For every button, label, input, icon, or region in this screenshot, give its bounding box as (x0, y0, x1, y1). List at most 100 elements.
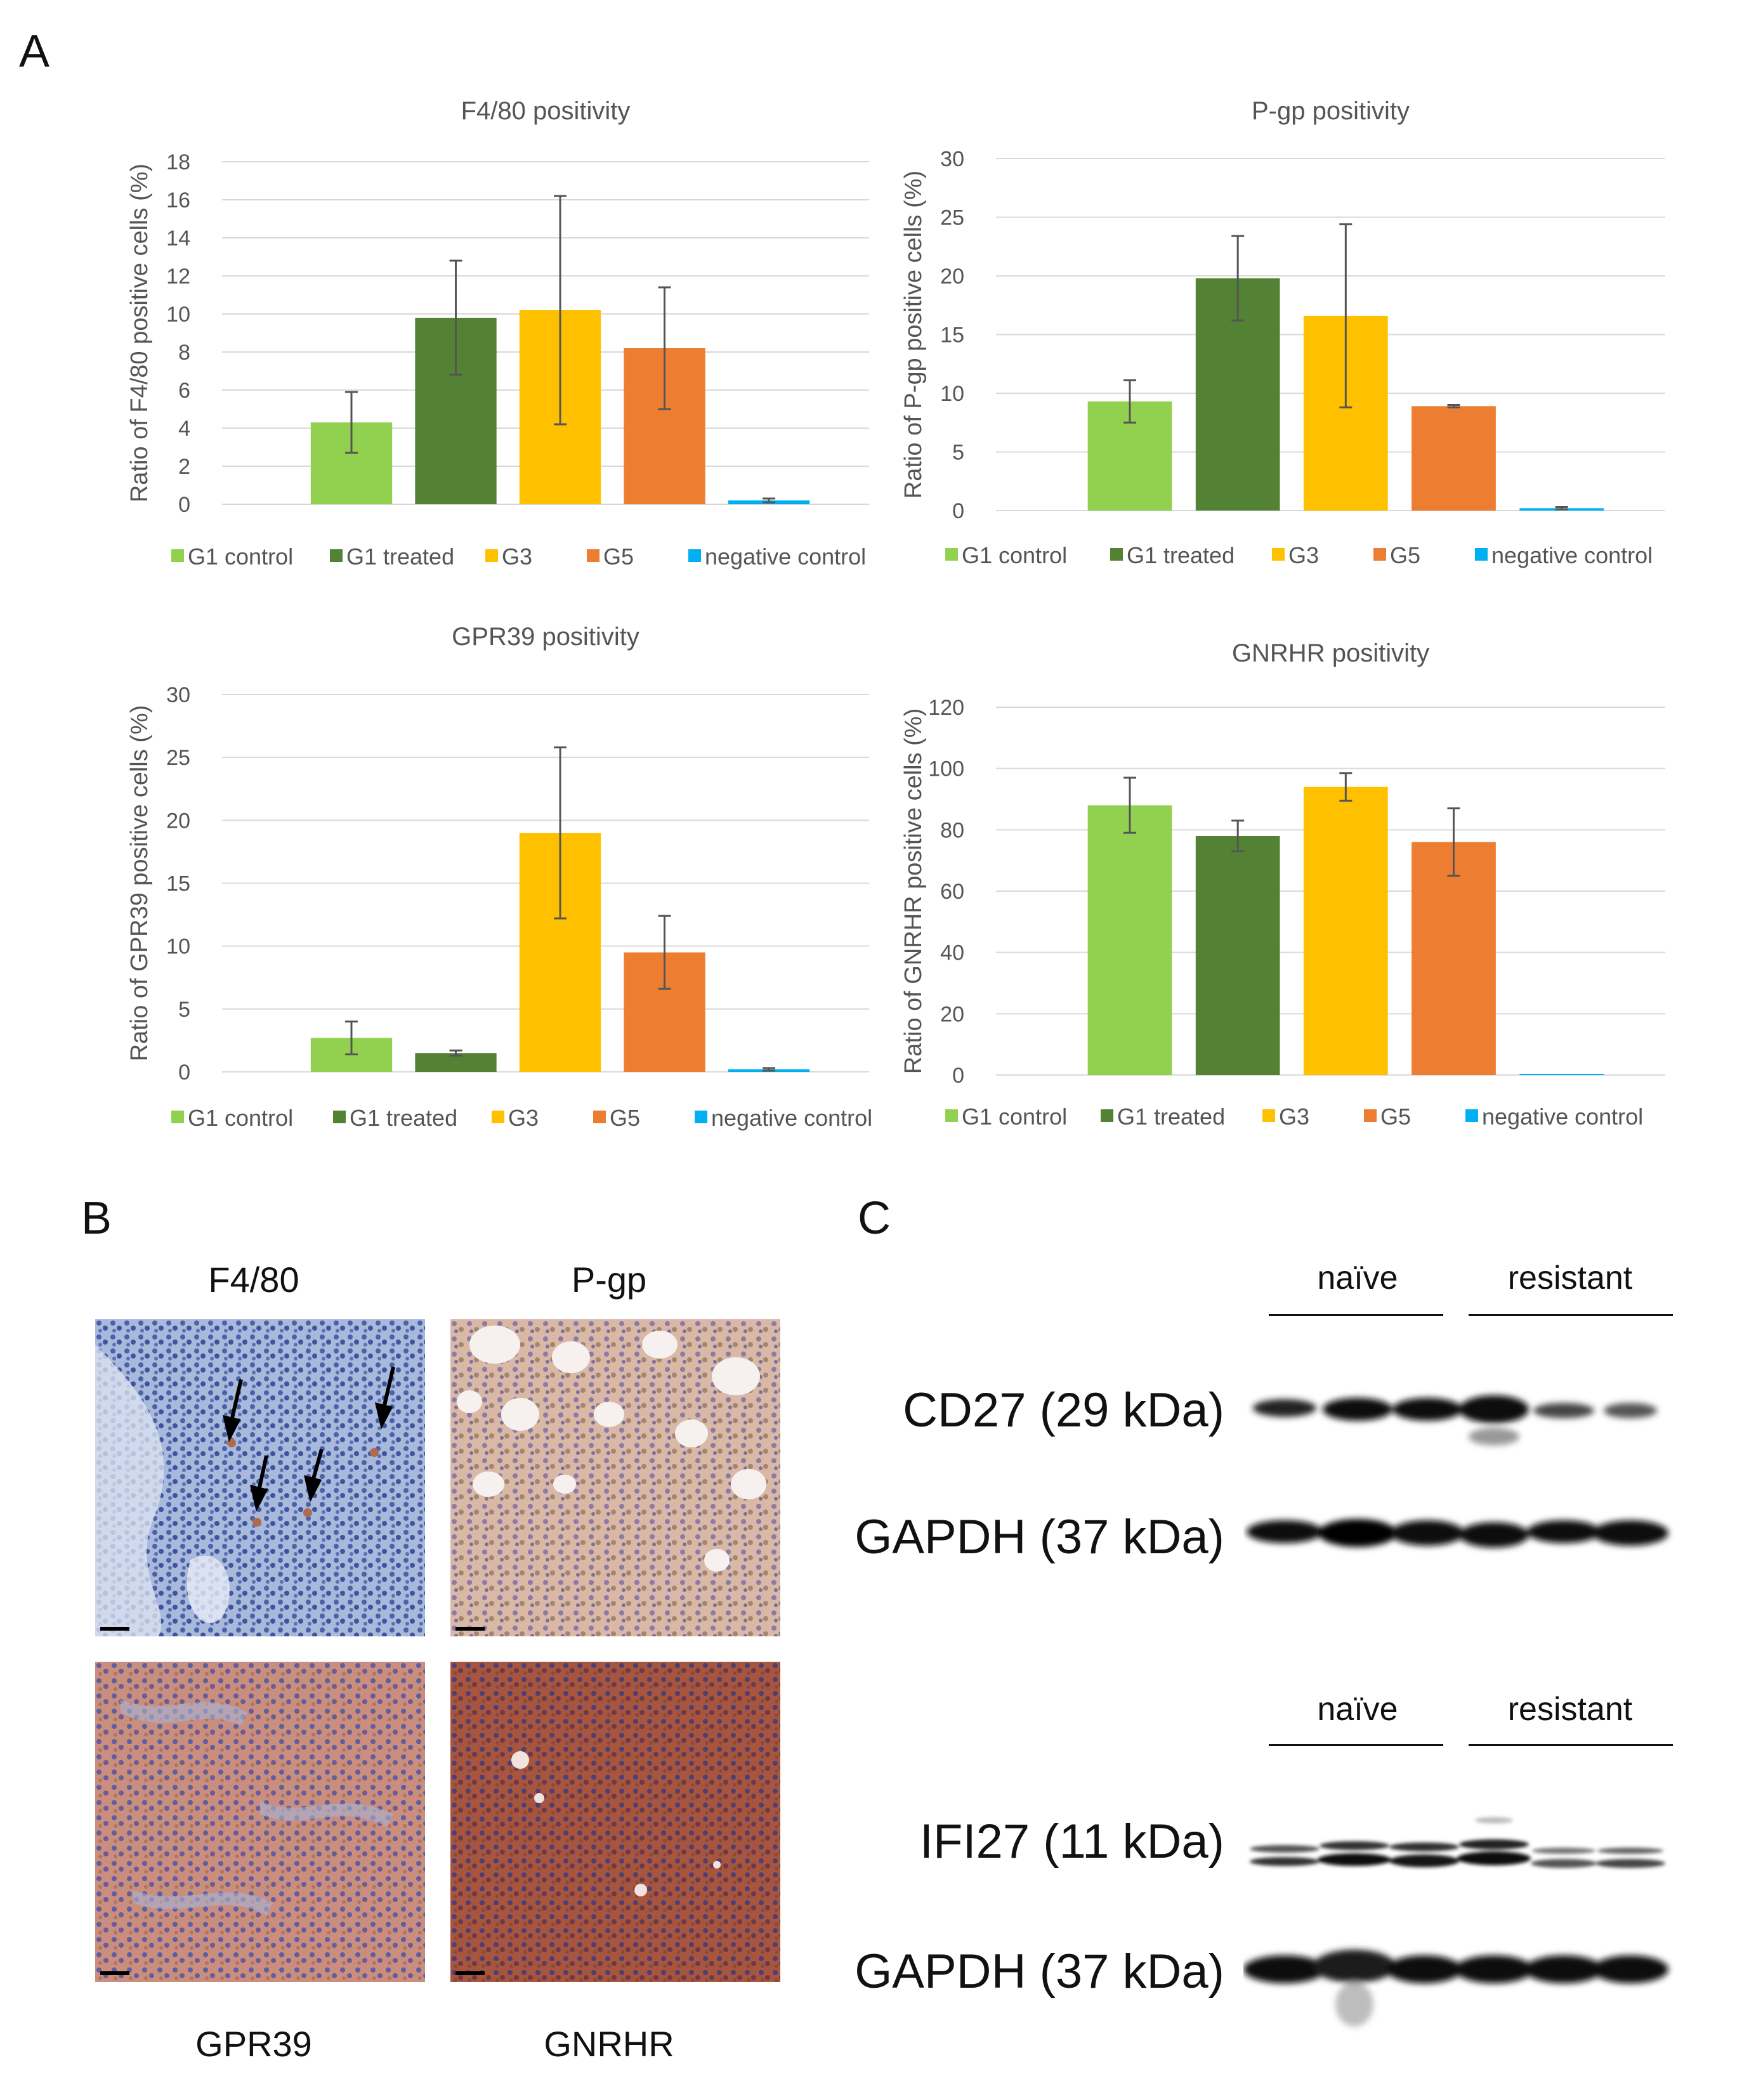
legend-label: negative control (1491, 542, 1653, 568)
bar-g3 (1303, 786, 1388, 1075)
y-axis-label: Ratio of GPR39 positive cells (%) (126, 705, 153, 1062)
panel-label-a: A (19, 26, 50, 77)
legend-swatch (688, 549, 701, 562)
bar-g1-treated (1195, 836, 1280, 1075)
legend-swatch (1373, 548, 1386, 561)
legend-swatch (171, 549, 184, 562)
gnrhr-bar-chart: GNRHR positivity Ratio of GNRHR positive … (900, 639, 1665, 1130)
y-tick-label: 30 (166, 683, 190, 707)
micrograph-label-pgp: P-gp (571, 1260, 647, 1300)
blot-ifi27 (1250, 1817, 1665, 1868)
group-label-resistant-2: resistant (1507, 1691, 1633, 1728)
legend-label: G3 (1288, 542, 1319, 568)
legend-label: G1 treated (346, 544, 454, 570)
y-tick-label: 20 (940, 1002, 964, 1026)
y-tick-label: 2 (178, 455, 190, 479)
bar-g5 (1412, 842, 1496, 1075)
legend-label: G5 (603, 544, 634, 570)
y-tick-label: 25 (166, 746, 190, 770)
y-tick-label: 30 (940, 147, 964, 171)
y-tick-label: 60 (940, 880, 964, 904)
arrow-markers (222, 1366, 395, 1512)
micrograph-f480-image (95, 1319, 425, 1636)
western-blot-image (1243, 1395, 1668, 2026)
micrograph-label-gnrhr: GNRHR (544, 2024, 674, 2064)
legend-label: G1 control (188, 1105, 293, 1131)
micrograph-gnrhr (450, 1662, 780, 1982)
legend-label: G1 control (188, 544, 293, 570)
y-tick-label: 20 (940, 264, 964, 289)
blot-gapdh-2 (1243, 1950, 1668, 2026)
y-tick-label: 10 (940, 382, 964, 406)
y-tick-label: 4 (178, 417, 190, 441)
y-tick-label: 25 (940, 206, 964, 230)
micrograph-f480 (95, 1319, 425, 1636)
legend-swatch (593, 1111, 606, 1123)
legend-swatch (330, 549, 343, 562)
blot-cd27 (1253, 1395, 1657, 1445)
y-tick-label: 5 (178, 998, 190, 1022)
micrograph-gpr39 (95, 1662, 425, 1982)
group-label-naive-2: naïve (1317, 1691, 1398, 1728)
y-tick-label: 80 (940, 818, 964, 842)
micrograph-label-f480: F4/80 (208, 1260, 299, 1300)
panel-label-c: C (858, 1193, 891, 1244)
group-line-naive-2 (1269, 1744, 1443, 1746)
legend-swatch (1110, 548, 1123, 561)
chart-title: GNRHR positivity (1232, 639, 1429, 667)
micrograph-pgp-image (450, 1319, 780, 1636)
legend-swatch (945, 1109, 958, 1122)
group-line-resistant-2 (1469, 1744, 1673, 1746)
y-tick-label: 16 (166, 188, 190, 212)
legend-label: G3 (502, 544, 532, 570)
pgp-bar-chart: P-gp positivity Ratio of P-gp positive ce… (900, 97, 1665, 568)
y-axis-label: Ratio of GNRHR positive cells (%) (900, 708, 927, 1074)
y-tick-label: 40 (940, 941, 964, 965)
y-tick-label: 18 (166, 150, 190, 174)
group-label-resistant-1: resistant (1507, 1260, 1633, 1296)
bar-g5 (1412, 406, 1496, 511)
legend-label: G1 treated (1127, 542, 1235, 568)
legend-label: G1 treated (1117, 1104, 1225, 1130)
blot-gapdh-1 (1247, 1519, 1668, 1548)
chart-title: P-gp positivity (1252, 97, 1410, 125)
chart-title: GPR39 positivity (452, 623, 639, 651)
legend-swatch (1272, 548, 1285, 561)
micrograph-pgp (450, 1319, 780, 1636)
blot-label-ifi27: IFI27 (11 kDa) (919, 1815, 1224, 1868)
y-tick-label: 10 (166, 935, 190, 959)
f480-bar-chart: F4/80 positivity Ratio of F4/80 positive … (126, 97, 869, 570)
legend-swatch (1465, 1109, 1478, 1122)
legend-label: G5 (1390, 542, 1420, 568)
micrograph-gpr39-image (95, 1662, 425, 1982)
blot-label-cd27: CD27 (29 kDa) (903, 1383, 1224, 1437)
y-tick-label: 6 (178, 379, 190, 403)
legend-label: G1 control (962, 1104, 1067, 1130)
group-line-resistant-1 (1469, 1314, 1673, 1316)
blot-label-gapdh-1: GAPDH (37 kDa) (855, 1510, 1224, 1564)
y-tick-label: 15 (940, 323, 964, 348)
legend-label: G5 (1380, 1104, 1411, 1130)
legend-swatch (485, 549, 498, 562)
gpr39-bar-chart: GPR39 positivity Ratio of GPR39 positive … (126, 623, 872, 1131)
y-tick-label: 15 (166, 872, 190, 896)
y-axis-label: Ratio of P-gp positive cells (%) (900, 171, 927, 499)
legend-label: G5 (610, 1105, 640, 1131)
chart-title: F4/80 positivity (461, 97, 631, 125)
legend-swatch (1364, 1109, 1377, 1122)
group-label-naive-1: naïve (1317, 1260, 1398, 1296)
legend-swatch (695, 1111, 707, 1123)
micrograph-gnrhr-image (450, 1662, 780, 1982)
legend-label: negative control (711, 1105, 872, 1131)
legend-label: G3 (508, 1105, 539, 1131)
bar-negative-control (1519, 1074, 1604, 1075)
legend-swatch (1101, 1109, 1113, 1122)
legend-swatch (171, 1111, 184, 1123)
y-tick-label: 0 (952, 499, 964, 523)
panel-label-b: B (81, 1193, 112, 1244)
legend-swatch (1262, 1109, 1275, 1122)
micrograph-label-gpr39: GPR39 (195, 2024, 312, 2064)
y-tick-label: 0 (952, 1064, 964, 1088)
bar-g1-control (1087, 805, 1172, 1075)
y-tick-label: 20 (166, 809, 190, 833)
